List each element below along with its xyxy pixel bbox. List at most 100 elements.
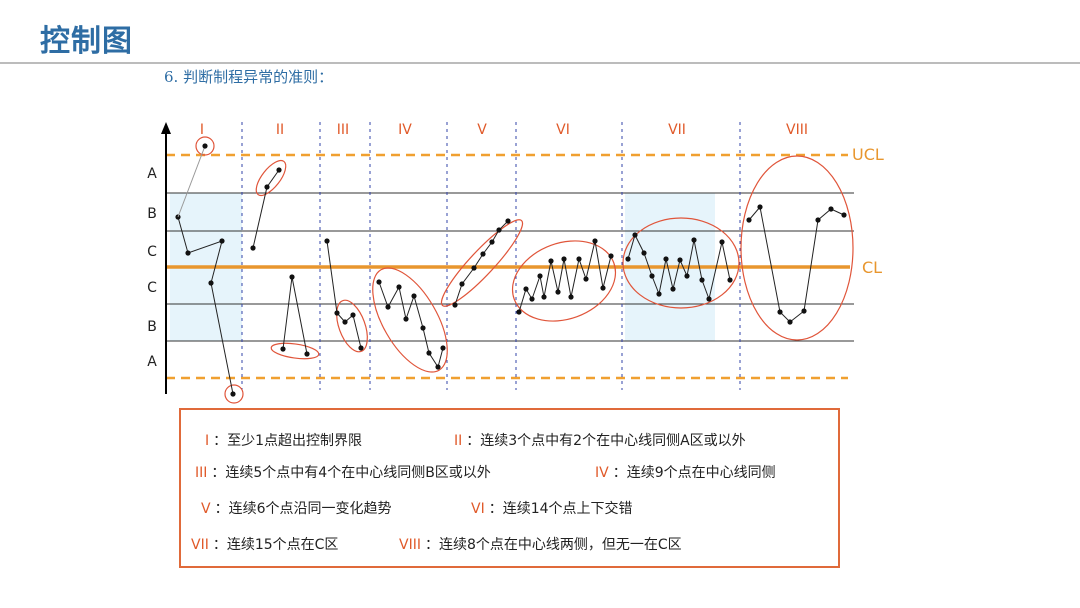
data-point: [719, 239, 725, 245]
data-point: [334, 310, 340, 316]
highlight-rule-7: [622, 217, 740, 309]
zone-label-lower-b: B: [147, 319, 157, 335]
data-point: [677, 257, 683, 263]
data-point: [555, 289, 561, 295]
criteria-box: I ：至少1点超出控制界限 II ：连续3个点中有2个在中心线同侧A区或以外 III…: [179, 408, 840, 568]
cl-label: CL: [862, 258, 882, 277]
data-point: [208, 280, 214, 286]
series-line-6: [454, 220, 509, 306]
rule-text: ：连续8个点在中心线两侧，但无一在C区: [424, 537, 682, 553]
data-point: [787, 319, 793, 325]
data-point: [523, 286, 529, 292]
data-point: [699, 277, 705, 283]
rule-item-4: IV ：连续9个点在中心线同侧: [595, 462, 776, 482]
section-label-1: I: [200, 122, 204, 138]
data-point: [358, 345, 364, 351]
data-point: [276, 167, 282, 173]
data-point: [649, 273, 655, 279]
data-point: [641, 250, 647, 256]
data-point: [505, 218, 511, 224]
data-point: [304, 351, 310, 357]
highlight-rule-2-bottom: [270, 342, 320, 360]
series-line-2: [252, 169, 280, 249]
rule-text: ：连续15个点在C区: [212, 537, 339, 553]
rule-text: ：连续6个点沿同一变化趋势: [214, 501, 392, 517]
anomaly-highlights: [195, 136, 854, 404]
rule-number: III: [195, 465, 208, 481]
y-axis-arrow: [161, 122, 171, 134]
section-label-5: V: [477, 122, 487, 138]
rule-item-3: III ：连续5个点中有4个在中心线同侧B区或以外: [195, 462, 491, 482]
rule-item-6: VI ：连续14个点上下交错: [471, 498, 633, 518]
data-point: [841, 212, 847, 218]
section-dividers: [241, 122, 741, 390]
data-point: [480, 251, 486, 257]
data-point: [568, 294, 574, 300]
zone-label-upper-a: A: [147, 166, 157, 182]
data-point: [376, 279, 382, 285]
zone-label-lower-c: C: [147, 280, 157, 296]
data-point: [440, 345, 446, 351]
data-point: [489, 239, 495, 245]
series-line-9: [748, 205, 845, 323]
data-point: [411, 293, 417, 299]
rule-text: ：至少1点超出控制界限: [213, 433, 363, 449]
rule-number: IV: [595, 465, 609, 481]
zone-label-lower-a: A: [147, 354, 157, 370]
section-label-8: VIII: [786, 122, 808, 138]
data-point: [459, 281, 465, 287]
title-divider: [0, 62, 1080, 64]
rule-number: I: [205, 433, 210, 449]
data-point: [541, 294, 547, 300]
data-point: [777, 309, 783, 315]
data-point: [537, 273, 543, 279]
rule-number: VII: [191, 537, 209, 553]
series-connector: [177, 145, 206, 218]
data-point: [264, 184, 270, 190]
highlight-rule-2-top: [255, 159, 287, 197]
series-line-4: [326, 240, 362, 349]
data-point: [561, 256, 567, 262]
data-point: [403, 316, 409, 322]
series-line-8: [627, 233, 731, 301]
rule-number: VIII: [399, 537, 421, 553]
rule-item-7: VII ：连续15个点在C区: [191, 534, 338, 554]
data-point: [280, 346, 286, 352]
data-point: [592, 238, 598, 244]
highlight-rule-4: [372, 267, 448, 373]
data-point: [656, 291, 662, 297]
rule-number: VI: [471, 501, 485, 517]
section-label-2: II: [276, 122, 284, 138]
data-point: [706, 296, 712, 302]
series-line-3: [282, 276, 308, 355]
highlight-rule-1-bottom: [224, 384, 244, 404]
section-label-7: VII: [668, 122, 686, 138]
highlight-rule-1-top: [195, 136, 215, 156]
data-point: [396, 284, 402, 290]
data-point: [684, 273, 690, 279]
control-chart: A B C C B A UCL CL I II III IV V VI VII …: [147, 122, 884, 404]
series-line-5: [378, 281, 444, 369]
zone-label-upper-c: C: [147, 244, 157, 260]
data-point: [600, 285, 606, 291]
data-point: [324, 238, 330, 244]
rule-item-8: VIII ：连续8个点在中心线两侧，但无一在C区: [399, 534, 682, 554]
highlight-rule-6: [511, 240, 617, 322]
data-point: [746, 217, 752, 223]
data-point: [230, 391, 236, 397]
data-point: [342, 319, 348, 325]
data-point: [219, 238, 225, 244]
data-point: [202, 143, 208, 149]
section-label-6: VI: [556, 122, 570, 138]
rule-item-5: V ：连续6个点沿同一变化趋势: [201, 498, 392, 518]
data-point: [289, 274, 295, 280]
highlight-rule-3: [336, 299, 368, 353]
data-point: [576, 256, 582, 262]
data-point: [801, 308, 807, 314]
data-point: [670, 286, 676, 292]
zone-label-upper-b: B: [147, 206, 157, 222]
data-point: [426, 350, 432, 356]
rule-item-1: I ：至少1点超出控制界限: [205, 430, 362, 450]
data-point: [757, 204, 763, 210]
data-point: [727, 277, 733, 283]
